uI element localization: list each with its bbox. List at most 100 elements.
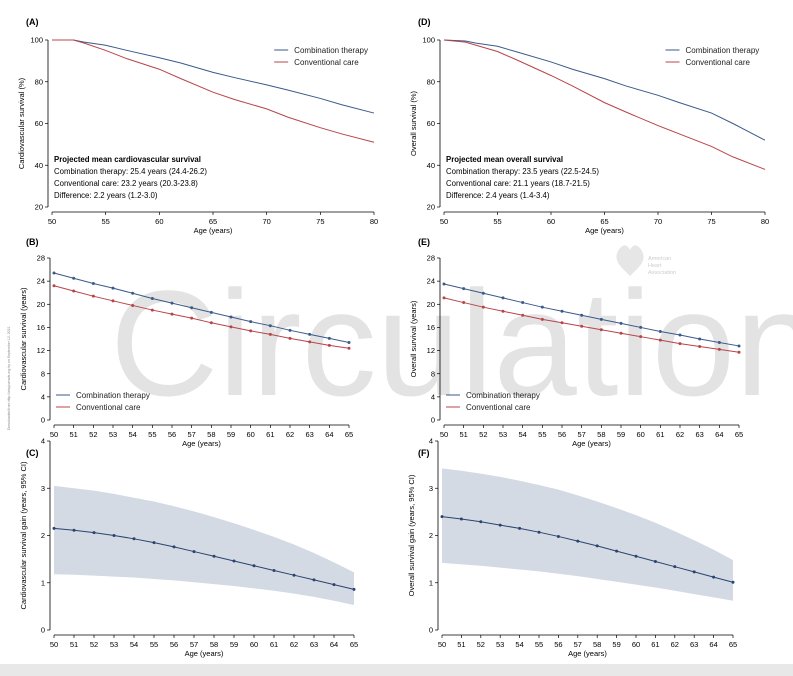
data-point	[131, 291, 135, 295]
panel-label: (B)	[26, 237, 39, 247]
y-tick-label: 16	[37, 323, 45, 332]
x-tick-label: 63	[310, 640, 318, 649]
x-tick-label: 63	[690, 640, 698, 649]
panel-label: (E)	[418, 237, 430, 247]
x-tick-label: 59	[230, 640, 238, 649]
data-point	[131, 303, 135, 307]
aha-logo: American Heart Association	[616, 245, 676, 276]
y-axis-title: Overall survival gain (years, 95% CI)	[407, 474, 416, 596]
x-tick-label: 58	[597, 430, 605, 439]
data-point	[312, 578, 316, 582]
y-tick-label: 40	[35, 161, 43, 170]
data-point	[634, 554, 638, 558]
data-point	[352, 587, 356, 591]
legend-label: Combination therapy	[685, 46, 759, 55]
data-point	[190, 306, 194, 310]
y-tick-label: 24	[37, 277, 45, 286]
x-tick-label: 55	[150, 640, 158, 649]
x-tick-label: 62	[286, 430, 294, 439]
data-point	[111, 286, 115, 290]
bottom-bar	[0, 664, 793, 676]
x-tick-label: 58	[593, 640, 601, 649]
x-tick-label: 57	[187, 430, 195, 439]
x-tick-label: 50	[50, 430, 58, 439]
y-tick-label: 28	[427, 254, 435, 263]
data-point	[170, 301, 174, 305]
data-point	[521, 301, 525, 305]
data-point	[268, 332, 272, 336]
series-line-conventional-care	[53, 285, 350, 349]
x-tick-label: 65	[350, 640, 358, 649]
data-point	[521, 313, 525, 317]
series-line-conventional-care	[443, 39, 766, 170]
x-tick-label: 55	[493, 217, 501, 226]
annotation-title: Projected mean overall survival	[446, 155, 563, 164]
data-point	[658, 338, 662, 342]
x-tick-label: 51	[457, 640, 465, 649]
x-tick-label: 55	[538, 430, 546, 439]
x-tick-label: 58	[210, 640, 218, 649]
data-point	[717, 347, 721, 351]
data-point	[712, 575, 716, 579]
y-axis-title: Overall survival (years)	[409, 300, 418, 377]
data-point	[268, 324, 272, 328]
data-point	[599, 328, 603, 332]
x-tick-label: 54	[128, 430, 136, 439]
data-point	[481, 291, 485, 295]
data-point	[91, 281, 95, 285]
x-tick-label: 57	[577, 430, 585, 439]
x-tick-label: 80	[370, 217, 378, 226]
legend-label: Combination therapy	[294, 46, 368, 55]
y-tick-label: 3	[41, 484, 45, 493]
y-tick-label: 20	[427, 300, 435, 309]
series-line-combination-therapy	[443, 283, 740, 347]
data-point	[327, 343, 331, 347]
data-point	[442, 282, 446, 286]
panel-label: (F)	[418, 448, 430, 458]
data-point	[150, 297, 154, 300]
y-tick-label: 12	[37, 346, 45, 355]
x-tick-label: 63	[305, 430, 313, 439]
series-line-conventional-care	[52, 39, 375, 143]
aha-logo-line-3: Association	[648, 270, 676, 276]
x-axis-title: Age (years)	[585, 226, 624, 235]
y-tick-label: 60	[35, 119, 43, 128]
panel-label: (C)	[26, 448, 39, 458]
y-tick-label: 4	[429, 437, 433, 446]
data-point	[462, 301, 466, 305]
x-tick-label: 65	[735, 430, 743, 439]
y-tick-label: 60	[427, 119, 435, 128]
data-point	[232, 559, 236, 563]
x-tick-label: 52	[477, 640, 485, 649]
y-tick-label: 100	[30, 36, 43, 45]
data-point	[252, 564, 256, 568]
data-point	[560, 309, 564, 313]
data-point	[288, 328, 292, 332]
watermark: Circulation American Heart Association	[110, 245, 793, 427]
y-tick-label: 80	[427, 77, 435, 86]
x-tick-label: 61	[266, 430, 274, 439]
chart-panel-f: (F) 0 1 2 3 4 50 51 52 53 54 55 56 57 58 59 60 61 62 63 64 65…	[407, 437, 737, 658]
data-point	[619, 331, 623, 335]
y-tick-label: 4	[41, 437, 45, 446]
data-point	[111, 299, 115, 303]
x-tick-label: 80	[761, 217, 769, 226]
x-tick-label: 70	[262, 217, 270, 226]
x-axis-title: Age (years)	[185, 649, 224, 658]
x-tick-label: 56	[558, 430, 566, 439]
x-tick-label: 53	[496, 640, 504, 649]
x-tick-label: 64	[330, 640, 338, 649]
x-axis-title: Age (years)	[182, 439, 221, 448]
y-tick-label: 12	[427, 346, 435, 355]
x-tick-label: 58	[207, 430, 215, 439]
data-point	[327, 336, 331, 340]
data-point	[442, 296, 446, 300]
data-point	[190, 316, 194, 320]
x-tick-label: 61	[270, 640, 278, 649]
x-tick-label: 57	[190, 640, 198, 649]
data-point	[479, 520, 483, 524]
series-line-combination-therapy	[53, 272, 350, 343]
data-point	[212, 554, 216, 558]
data-point	[518, 526, 522, 530]
data-point	[619, 321, 623, 325]
